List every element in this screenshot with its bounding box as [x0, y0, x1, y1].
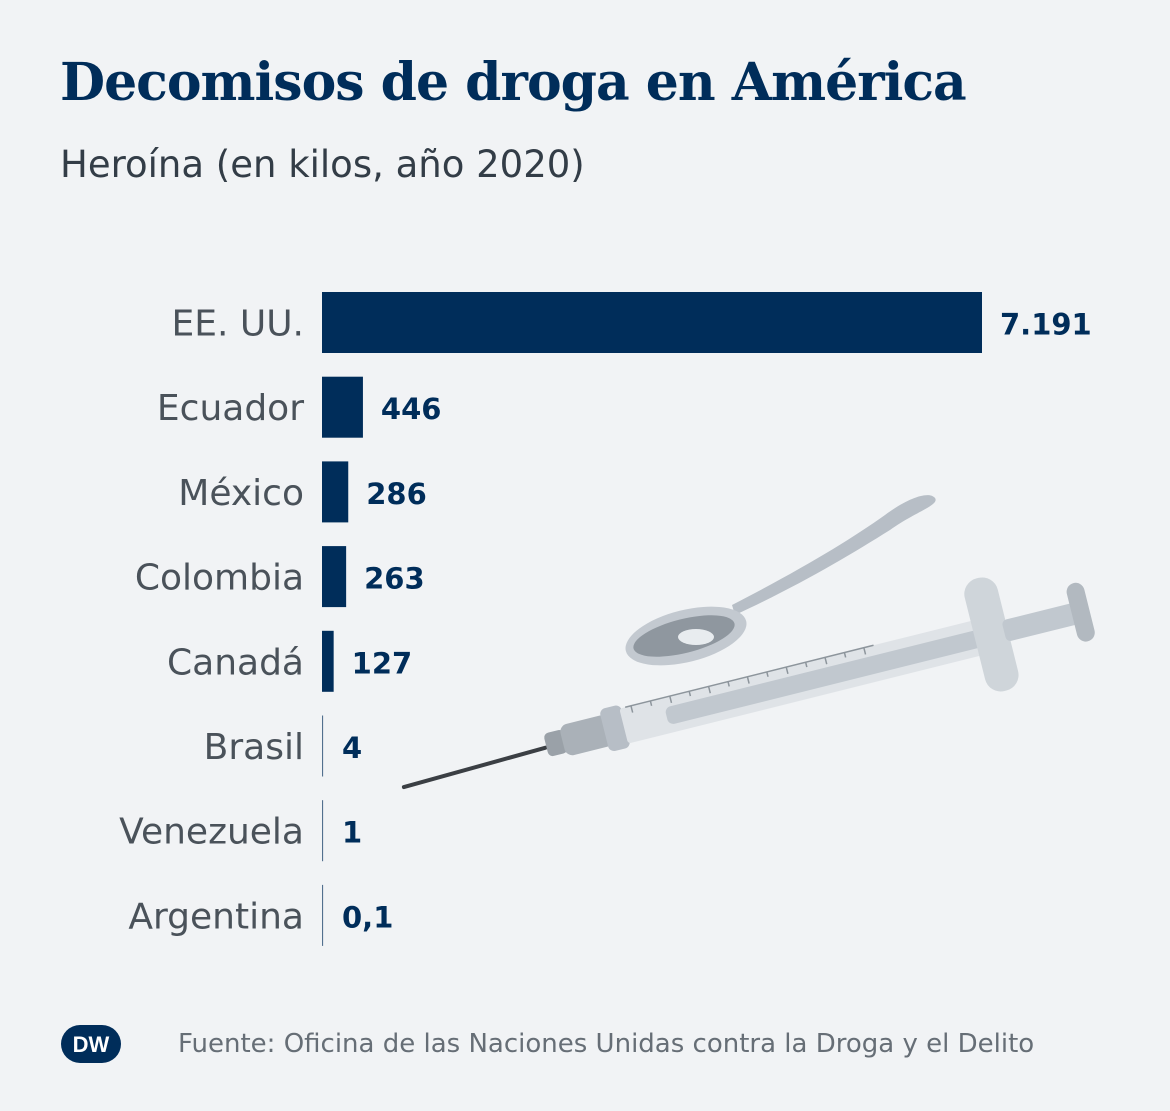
bar-venezuela [322, 800, 323, 862]
bar-baseline-brasil [322, 715, 324, 777]
bar-brasil [322, 715, 323, 777]
bar-mexico [322, 461, 349, 523]
category-label-mexico: México [178, 473, 304, 514]
category-label-venezuela: Venezuela [119, 812, 304, 853]
value-label-canada: 127 [352, 646, 413, 680]
category-label-canada: Canadá [167, 642, 304, 683]
value-label-argentina: 0,1 [342, 900, 393, 934]
chart-subtitle: Heroína (en kilos, año 2020) [60, 143, 585, 186]
bar-ee-uu [322, 292, 982, 353]
syringe-icon [401, 577, 1095, 790]
dw-logo-text: DW [73, 1032, 110, 1057]
value-label-mexico: 286 [366, 477, 427, 511]
category-label-colombia: Colombia [135, 558, 304, 599]
bar-chart: EE. UU. 7.191 Ecuador 446 México 286 Colombia 2… [119, 292, 1095, 946]
chart-title: Decomisos de droga en América [60, 52, 967, 113]
bar-colombia [322, 546, 347, 608]
value-label-ecuador: 446 [381, 392, 442, 426]
category-label-brasil: Brasil [204, 727, 304, 768]
bar-argentina [322, 884, 323, 946]
value-label-ee-uu: 7.191 [1000, 308, 1092, 342]
bars-layer: EE. UU. 7.191 Ecuador 446 México 286 Colombia 2… [119, 292, 1092, 946]
value-label-brasil: 4 [342, 731, 362, 765]
source-note: Fuente: Oficina de las Naciones Unidas c… [178, 1029, 1035, 1059]
value-label-colombia: 263 [364, 562, 425, 596]
category-label-ecuador: Ecuador [157, 388, 304, 429]
bar-canada [322, 630, 334, 692]
bar-baseline-argentina [322, 884, 324, 946]
value-label-venezuela: 1 [342, 816, 362, 850]
category-label-ee-uu: EE. UU. [171, 304, 304, 345]
footer: DW Fuente: Oficina de las Naciones Unida… [60, 1024, 1034, 1064]
bar-ecuador [322, 376, 363, 438]
category-label-argentina: Argentina [128, 896, 304, 937]
spoon-icon [625, 495, 936, 666]
bar-baseline-venezuela [322, 800, 324, 862]
dw-logo: DW [61, 1025, 121, 1063]
